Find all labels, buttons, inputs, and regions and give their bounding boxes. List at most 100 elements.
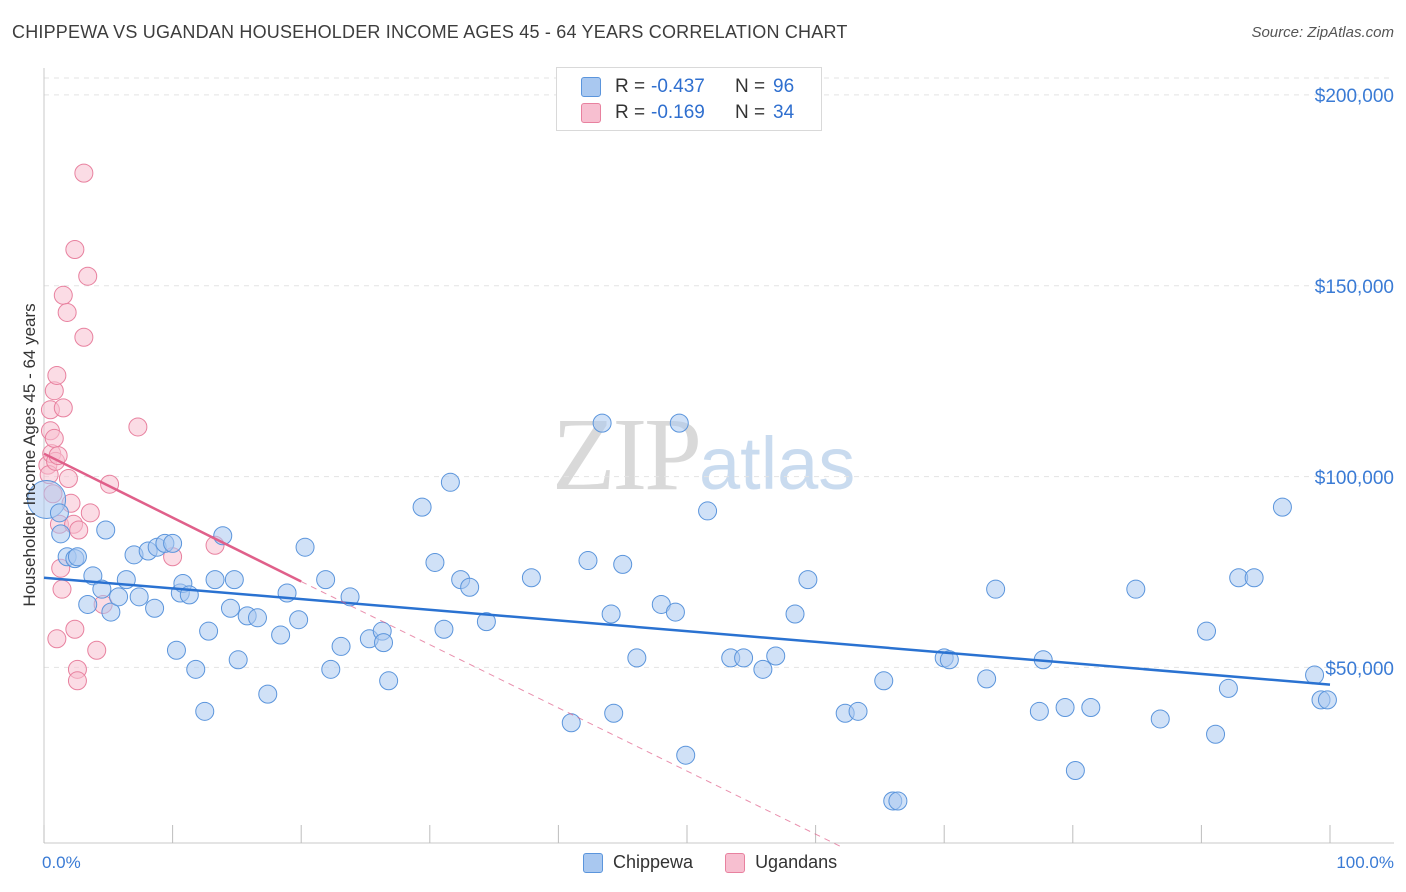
- chippewa-point-79: [939, 650, 959, 670]
- chippewa-point-90: [1206, 724, 1226, 744]
- chippewa-point-88: [1150, 709, 1170, 729]
- ugandans-point-9: [47, 365, 67, 385]
- watermark-atlas: atlas: [699, 422, 856, 505]
- chippewa-point-10: [101, 602, 121, 622]
- ugandans-point-30: [87, 640, 107, 660]
- chippewa-point-9: [96, 520, 116, 540]
- chippewa-point-85: [1065, 760, 1085, 780]
- chippewa-point-45: [374, 633, 394, 653]
- ugandans-point-14: [52, 579, 72, 599]
- ugandans-point-16: [53, 398, 73, 418]
- series-legend-chippewa: Chippewa: [583, 852, 693, 873]
- ugandans-point-28: [78, 266, 98, 286]
- ugandans-point-33: [128, 417, 148, 437]
- ugandans-point-15: [53, 285, 73, 305]
- chippewa-point-5: [67, 547, 87, 567]
- chippewa-point-35: [271, 625, 291, 645]
- grid-lines: [44, 77, 1394, 668]
- legend-r-value: -0.169: [651, 102, 705, 123]
- series-legend-ugandans: Ugandans: [725, 852, 837, 873]
- chart-title: CHIPPEWA VS UGANDAN HOUSEHOLDER INCOME A…: [12, 22, 848, 42]
- ugandans-point-27: [74, 327, 94, 347]
- chippewa-point-58: [601, 604, 621, 624]
- chippewa-point-20: [166, 640, 186, 660]
- chippewa-point-49: [434, 619, 454, 639]
- chippewa-point-53: [476, 612, 496, 632]
- ugandans-point-22: [65, 239, 85, 259]
- chippewa-point-55: [561, 713, 581, 733]
- chippewa-point-47: [412, 497, 432, 517]
- chippewa-point-31: [228, 650, 248, 670]
- chippewa-point-16: [145, 598, 165, 618]
- chippewa-point-64: [669, 413, 689, 433]
- legend-swatch-ugandans: [581, 103, 601, 123]
- ugandans-point-25: [69, 520, 89, 540]
- chippewa-point-97: [1317, 690, 1337, 710]
- chippewa-point-37: [289, 610, 309, 630]
- chippewa-point-91: [1218, 678, 1238, 698]
- chippewa-point-27: [205, 570, 225, 590]
- y-tick-label-150000: $150,000: [1314, 277, 1394, 298]
- chippewa-point-86: [1081, 698, 1101, 718]
- legend-row-ugandans: R = -0.169 N = 34: [581, 101, 794, 125]
- ugandans-point-29: [80, 503, 100, 523]
- chippewa-point-8: [92, 579, 112, 599]
- y-tick-label-50000: $50,000: [1325, 659, 1394, 680]
- stats-legend: R = -0.437 N = 96 R = -0.169 N = 34: [556, 67, 822, 131]
- legend-row-chippewa: R = -0.437 N = 96: [581, 75, 794, 99]
- chippewa-point-26: [199, 621, 219, 641]
- chippewa-point-95: [1305, 665, 1325, 685]
- chippewa-point-56: [578, 551, 598, 571]
- series-label-ugandans: Ugandans: [755, 852, 838, 872]
- chippewa-point-69: [753, 659, 773, 679]
- series-swatch-ugandans: [725, 852, 746, 873]
- chippewa-point-50: [440, 472, 460, 492]
- ugandans-point-24: [67, 671, 87, 691]
- chippewa-point-72: [798, 570, 818, 590]
- legend-swatch-chippewa: [581, 77, 601, 97]
- ugandans-points: [38, 163, 225, 691]
- chippewa-point-24: [186, 659, 206, 679]
- chippewa-point-68: [734, 648, 754, 668]
- chippewa-point-1: [49, 503, 69, 523]
- chippewa-point-38: [295, 537, 315, 557]
- x-tick-label-min: 0.0%: [42, 853, 81, 872]
- ugandans-point-17: [57, 302, 77, 322]
- legend-n-value: 34: [773, 102, 795, 123]
- chippewa-point-89: [1197, 621, 1217, 641]
- chippewa-point-6: [78, 594, 98, 614]
- chippewa-point-60: [613, 554, 633, 574]
- series-label-chippewa: Chippewa: [613, 852, 694, 872]
- chippewa-point-54: [521, 568, 541, 588]
- ugandans-trend-line: [43, 452, 302, 583]
- y-tick-label-100000: $100,000: [1314, 468, 1394, 489]
- chippewa-trend-line: [43, 576, 1331, 686]
- ugandans-point-21: [65, 619, 85, 639]
- chippewa-point-33: [247, 608, 267, 628]
- chippewa-point-48: [425, 552, 445, 572]
- chippewa-point-94: [1272, 497, 1292, 517]
- chippewa-point-14: [129, 587, 149, 607]
- chippewa-point-19: [163, 533, 183, 553]
- legend-n-value: 96: [773, 76, 795, 97]
- legend-r-value: -0.437: [651, 76, 705, 97]
- ugandans-point-10: [47, 629, 67, 649]
- chippewa-point-70: [766, 646, 786, 666]
- chippewa-point-66: [698, 501, 718, 521]
- chippewa-point-93: [1244, 568, 1264, 588]
- trend-lines: [43, 452, 1331, 848]
- chippewa-points: [27, 413, 1337, 811]
- chippewa-point-46: [379, 671, 399, 691]
- ugandans-point-26: [74, 163, 94, 183]
- source-attribution: Source: ZipAtlas.com: [1251, 24, 1394, 41]
- chippewa-point-41: [331, 636, 351, 656]
- chippewa-point-63: [665, 602, 685, 622]
- chippewa-point-61: [627, 648, 647, 668]
- chippewa-point-52: [460, 577, 480, 597]
- legend-n-label: N =: [735, 76, 766, 97]
- legend-n-label: N =: [735, 102, 766, 123]
- series-swatch-chippewa: [583, 852, 603, 873]
- chippewa-point-65: [676, 745, 696, 765]
- chippewa-point-25: [195, 701, 215, 721]
